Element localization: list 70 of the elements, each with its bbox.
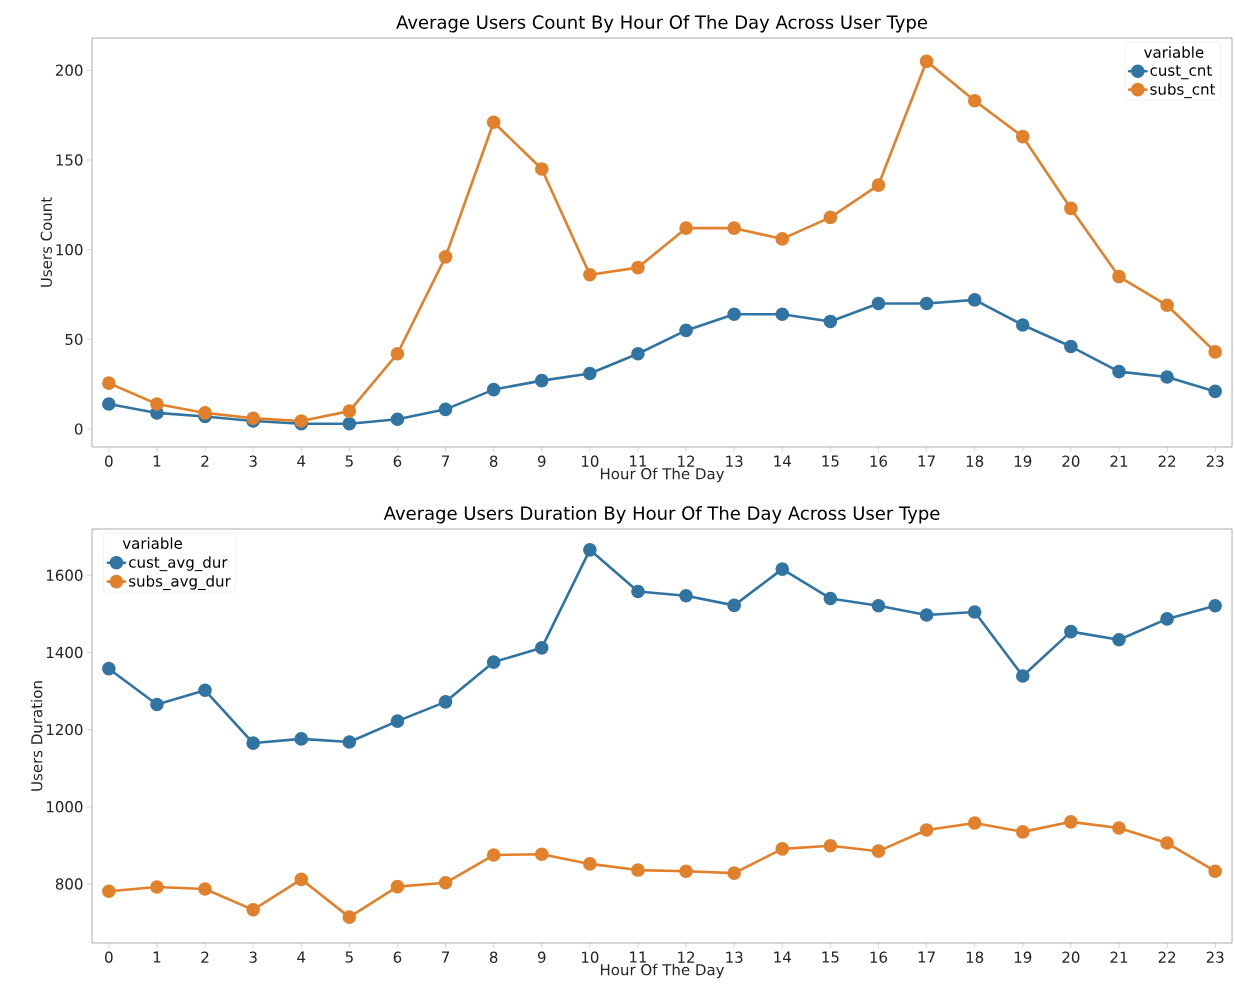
legend-title: variable — [1144, 46, 1204, 58]
y-tick-label: 50 — [65, 333, 83, 346]
y-tick-label: 1600 — [46, 569, 83, 581]
y-tick-label: 1000 — [46, 801, 83, 813]
x-tick-label: 4 — [297, 455, 306, 467]
x-tick-label: 19 — [1014, 455, 1032, 467]
x-tick-label: 18 — [966, 455, 984, 467]
x-tick-label: 0 — [105, 951, 113, 963]
x-tick-label: 8 — [489, 951, 498, 963]
x-tick-label: 14 — [774, 455, 791, 467]
x-tick-label: 16 — [870, 951, 888, 963]
x-tick-label: 0 — [105, 455, 113, 467]
legend-label: subs_avg_dur — [129, 575, 231, 591]
x-tick-label: 18 — [966, 951, 984, 963]
x-tick-label: 5 — [345, 951, 353, 963]
x-tick-label: 3 — [249, 455, 257, 467]
x-tick-label: 14 — [774, 951, 791, 963]
x-tick-label: 4 — [297, 951, 306, 963]
x-tick-label: 10 — [581, 951, 599, 963]
x-tick-label: 11 — [630, 455, 647, 467]
y-tick-label: 1200 — [46, 723, 83, 736]
x-tick-label: 13 — [726, 455, 743, 467]
x-tick-label: 9 — [537, 951, 546, 963]
x-axis-title: Hour Of The Day — [600, 467, 725, 483]
x-tick-label: 7 — [442, 455, 450, 467]
y-tick-label: 150 — [56, 154, 83, 166]
x-tick-label: 6 — [393, 455, 402, 467]
x-tick-label: 16 — [870, 455, 888, 467]
x-tick-label: 17 — [918, 951, 935, 963]
x-tick-label: 8 — [489, 455, 498, 467]
x-tick-label: 1 — [153, 951, 161, 963]
x-tick-label: 12 — [678, 951, 695, 963]
legend-title: variable — [122, 537, 182, 549]
x-tick-label: 17 — [918, 455, 935, 467]
legend-label: cust_avg_dur — [129, 556, 228, 572]
y-axis-title: Users Count — [40, 197, 52, 287]
x-tick-label: 9 — [537, 455, 546, 467]
x-tick-label: 3 — [249, 951, 257, 963]
y-axis-title: Users Duration — [30, 681, 43, 791]
x-tick-label: 6 — [393, 951, 402, 963]
legend-label: cust_cnt — [1150, 65, 1212, 80]
x-tick-label: 21 — [1110, 951, 1128, 963]
x-tick-label: 22 — [1158, 951, 1176, 963]
y-tick-label: 1400 — [46, 646, 83, 659]
chart-title: Average Users Count By Hour Of The Day Across User Type — [396, 15, 928, 33]
x-tick-label: 22 — [1158, 455, 1176, 467]
x-tick-label: 11 — [630, 951, 647, 963]
y-tick-label: 0 — [74, 423, 83, 435]
x-tick-label: 15 — [822, 455, 839, 467]
x-tick-label: 23 — [1206, 951, 1224, 963]
x-tick-label: 20 — [1062, 951, 1080, 963]
x-tick-label: 1 — [153, 455, 161, 467]
y-tick-label: 800 — [55, 878, 83, 890]
x-tick-label: 10 — [581, 455, 599, 467]
x-tick-label: 2 — [201, 951, 209, 963]
x-tick-label: 19 — [1014, 951, 1032, 963]
x-tick-label: 21 — [1110, 455, 1128, 467]
y-tick-label: 200 — [55, 64, 83, 76]
x-tick-label: 15 — [822, 951, 839, 963]
x-tick-label: 12 — [678, 455, 695, 467]
x-tick-label: 23 — [1206, 455, 1224, 467]
chart-title: Average Users Duration By Hour Of The Day Across User Type — [383, 506, 940, 524]
x-axis-title: Hour Of The Day — [600, 963, 725, 979]
y-tick-label: 100 — [56, 244, 83, 256]
x-tick-label: 2 — [201, 455, 209, 467]
x-tick-label: 5 — [345, 455, 353, 467]
x-tick-label: 7 — [442, 951, 450, 963]
x-tick-label: 13 — [726, 951, 743, 963]
x-tick-label: 20 — [1062, 455, 1080, 467]
legend-label: subs_cnt — [1150, 83, 1216, 99]
